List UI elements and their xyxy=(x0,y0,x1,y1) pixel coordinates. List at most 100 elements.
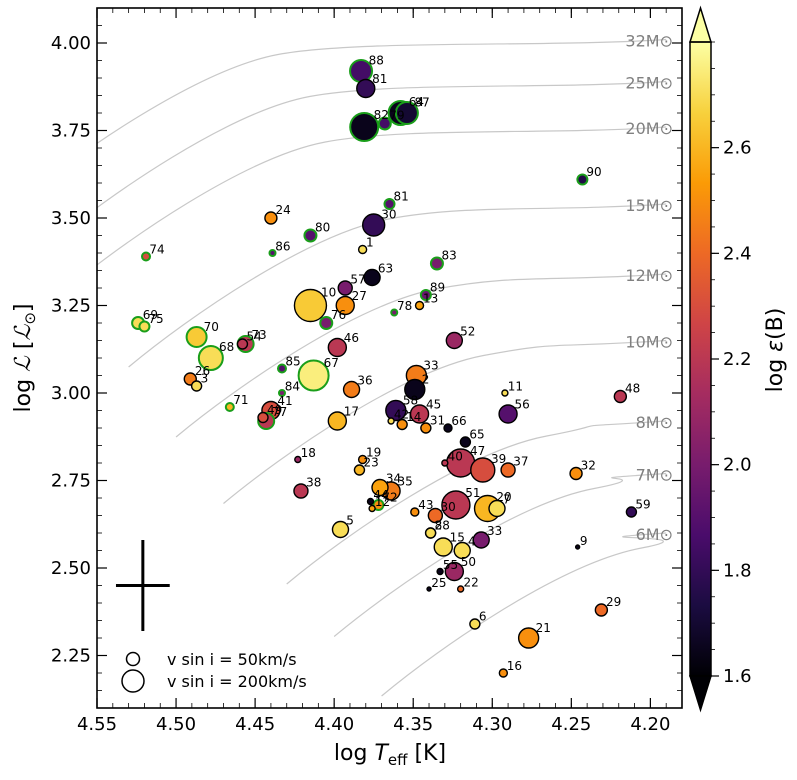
colorbar-gradient xyxy=(690,42,711,676)
star-id-label: 69 xyxy=(143,308,158,322)
star-id-label: 68 xyxy=(219,340,234,354)
star-id-label: 22 xyxy=(463,576,478,590)
star-point xyxy=(410,507,420,517)
star-point xyxy=(569,466,583,481)
track-mass-label: 6M⊙ xyxy=(636,525,673,544)
y-tick-label: 3.75 xyxy=(51,121,91,142)
star-id-label: 77 xyxy=(272,405,287,419)
star-id-label: 30 xyxy=(441,500,456,514)
star-point xyxy=(396,418,408,431)
vsini-size-legend: v sin i = 50km/s v sin i = 200km/s xyxy=(121,650,307,693)
x-tick-label: 4.40 xyxy=(314,714,354,735)
track-line xyxy=(97,80,667,209)
star-point xyxy=(276,363,287,374)
colorbar-tick-label: 2.2 xyxy=(723,349,752,370)
track-line xyxy=(97,126,667,266)
star-point xyxy=(498,668,509,678)
star-id-label: 35 xyxy=(397,475,412,489)
star-id-label: 10 xyxy=(321,286,336,300)
colorbar-title: log ε(B) xyxy=(763,308,788,393)
track-line xyxy=(97,38,667,145)
star-id-label: 33 xyxy=(423,359,438,373)
star-point xyxy=(414,300,425,311)
track-mass-label: 7M⊙ xyxy=(636,466,673,485)
star-id-label: 18 xyxy=(301,446,316,460)
typical-error-bar xyxy=(115,540,170,631)
star-point xyxy=(472,531,490,549)
star-id-label: 44 xyxy=(373,488,388,502)
track-line xyxy=(128,203,667,368)
y-tick-label: 3.25 xyxy=(51,296,91,317)
star-point xyxy=(574,544,581,550)
star-point xyxy=(368,504,376,513)
x-tick-label: 4.35 xyxy=(393,714,433,735)
star-id-label: 55 xyxy=(443,558,458,572)
star-id-label: 34 xyxy=(386,472,401,486)
track-mass-label: 25M⊙ xyxy=(625,74,673,93)
star-id-label: 19 xyxy=(366,446,381,460)
star-id-label: 32 xyxy=(581,459,596,473)
star-id-label: 72 xyxy=(382,491,397,505)
x-tick-label: 4.45 xyxy=(235,714,275,735)
star-id-label: 24 xyxy=(276,203,291,217)
star-id-label: 63 xyxy=(378,262,393,276)
star-point xyxy=(517,627,540,649)
star-points xyxy=(131,59,638,678)
star-id-label: 30 xyxy=(381,208,396,222)
star-point xyxy=(294,455,302,464)
star-id-label: 27 xyxy=(352,289,367,303)
star-point xyxy=(387,417,395,425)
star-id-label: 1 xyxy=(366,236,374,250)
legend-marker xyxy=(125,651,141,667)
star-point xyxy=(361,213,386,237)
evolutionary-tracks xyxy=(97,38,667,697)
star-id-label: 5 xyxy=(346,514,354,528)
colorbar-tick-label: 2.0 xyxy=(723,455,752,476)
star-id-label: 46 xyxy=(344,331,359,345)
track-mass-labels: 32M⊙ 25M⊙ 20M⊙ 15M⊙ 12M⊙ 10M⊙ 8M⊙ 7M⊙ 6M⊙ xyxy=(625,32,673,545)
y-axis-ticks: 2.25 2.50 2.75 3.00 3.25 3.50 3.75 4.00 xyxy=(51,7,682,691)
star-id-label: 66 xyxy=(451,414,466,428)
x-tick-label: 4.20 xyxy=(630,714,670,735)
star-id-label: 9 xyxy=(580,534,588,548)
star-point xyxy=(429,256,444,271)
star-id-label: 26 xyxy=(195,364,210,378)
star-id-label: 88 xyxy=(369,54,384,68)
star-id-label: 58 xyxy=(403,394,418,408)
star-id-label: 57 xyxy=(350,273,365,287)
star-id-label: 50 xyxy=(461,555,476,569)
star-point xyxy=(264,211,278,225)
star-point xyxy=(501,389,509,397)
star-point xyxy=(337,280,353,296)
star-point xyxy=(426,586,432,592)
star-id-label: 2 xyxy=(422,373,430,387)
star-id-label: 13 xyxy=(423,292,438,306)
star-point xyxy=(420,422,432,434)
star-point xyxy=(488,499,506,518)
star-point xyxy=(327,411,348,431)
legend-label: v sin i = 200km/s xyxy=(167,672,307,691)
star-id-label: 78 xyxy=(397,299,412,313)
star-point xyxy=(277,389,286,397)
star-id-label: 11 xyxy=(508,380,523,394)
star-id-label: 52 xyxy=(460,325,475,339)
star-id-label: 73 xyxy=(251,328,266,342)
star-id-label: 75 xyxy=(148,312,163,326)
star-point xyxy=(138,320,151,333)
x-tick-label: 4.30 xyxy=(472,714,512,735)
star-point xyxy=(441,459,449,467)
star-id-label: 79 xyxy=(389,109,404,123)
x-axis-ticks: 4.55 4.50 4.45 4.40 4.35 4.30 4.25 4.20 xyxy=(77,8,683,735)
star-id-label: 31 xyxy=(430,414,445,428)
star-point xyxy=(500,462,516,478)
star-id-label: 14 xyxy=(406,410,421,424)
y-tick-label: 3.00 xyxy=(51,383,91,404)
star-id-label: 45 xyxy=(426,398,441,412)
star-point xyxy=(427,507,444,524)
star-point xyxy=(498,404,518,424)
y-tick-label: 2.25 xyxy=(51,646,91,667)
star-id-label: 59 xyxy=(635,498,650,512)
track-line xyxy=(286,420,667,585)
